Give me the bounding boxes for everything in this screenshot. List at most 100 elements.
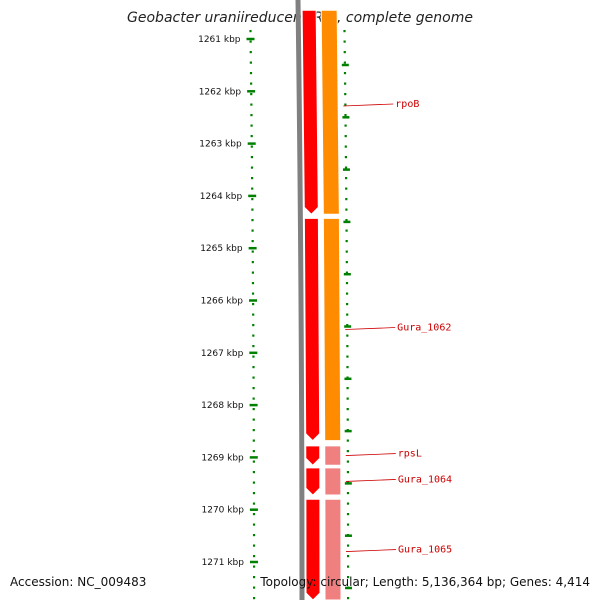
tick-dot	[252, 460, 255, 463]
gene-label: rpoB	[395, 99, 419, 110]
tick-dot	[252, 408, 255, 411]
tick-label: 1270 kbp	[202, 506, 245, 516]
tick-dot	[251, 282, 255, 285]
tick-dot	[346, 544, 350, 547]
tick-dot	[346, 397, 349, 400]
tick-dot	[346, 597, 350, 600]
backbone-arc	[295, 0, 305, 600]
gene-label: Gura_1064	[398, 474, 452, 485]
tick-dot	[345, 282, 349, 285]
tick-dot	[346, 408, 349, 411]
tick-dot	[252, 345, 255, 348]
tick-dot	[252, 418, 255, 421]
tick-dot	[251, 261, 254, 264]
tick-dot	[252, 471, 256, 474]
tick-dot	[344, 103, 347, 106]
tick-dot	[346, 492, 350, 495]
tick-dot	[345, 177, 348, 180]
tick-dot	[343, 61, 346, 64]
tick-dot	[250, 114, 253, 117]
tick-dot	[251, 240, 254, 243]
tick-dot	[249, 61, 252, 64]
tick-dot	[346, 460, 349, 463]
tick-dot	[251, 198, 254, 201]
tick-dot	[344, 145, 347, 148]
tick-dot	[252, 555, 256, 558]
tick-dot	[250, 156, 254, 159]
tick-dot	[250, 145, 253, 148]
cds-feature	[301, 9, 319, 215]
tick-dot	[343, 30, 346, 33]
tick-dot	[250, 135, 253, 138]
tick-dot	[252, 502, 256, 505]
tick-dot	[345, 261, 348, 264]
gene-leader-line	[343, 103, 394, 107]
tick-dot	[250, 82, 253, 85]
tick-dot	[346, 523, 350, 526]
tick-dot	[345, 208, 348, 211]
tick-dot	[344, 166, 348, 169]
tick-dot	[344, 114, 347, 117]
tick-marks: 1261 kbp 1262 kbp 1263 kbp 1264 kbp 1265 kbp…	[198, 35, 258, 568]
tick-dot	[249, 72, 253, 75]
tick-dot	[346, 355, 349, 358]
cog-feature	[324, 467, 342, 496]
tick-label: 1265 kbp	[200, 244, 243, 254]
tick-dot	[252, 597, 256, 600]
tick-label: 1264 kbp	[200, 192, 243, 202]
tick-dot	[249, 51, 252, 54]
cog-feature	[324, 445, 342, 466]
cds-feature	[303, 217, 321, 442]
backbone-line	[295, 0, 305, 600]
tick-dot	[251, 271, 255, 274]
feature-tracks	[301, 9, 342, 600]
tick-dot	[345, 219, 348, 222]
tick-label: 1268 kbp	[201, 401, 244, 411]
tick-dot	[252, 334, 255, 337]
cog-feature	[322, 217, 342, 442]
cds-feature	[305, 498, 321, 600]
tick-dot	[343, 51, 346, 54]
tick-dot	[344, 135, 347, 138]
tick-dot	[346, 303, 349, 306]
tick-label: 1267 kbp	[201, 349, 244, 359]
tick-dot	[251, 292, 255, 295]
tick-dot	[252, 450, 255, 453]
tick-dot	[345, 187, 348, 190]
gene-leader-line	[345, 479, 396, 482]
tick-dot	[252, 355, 255, 358]
tick-dot	[252, 303, 255, 306]
cog-feature	[324, 498, 342, 600]
tick-label: 1262 kbp	[199, 87, 242, 97]
tick-dot	[250, 93, 253, 96]
gene-labels: rpoB Gura_1062 rpsL Gura_1064 Gura_1065	[343, 99, 452, 556]
cds-feature	[305, 445, 321, 466]
cds-feature	[305, 467, 321, 496]
tick-dot	[346, 345, 349, 348]
tick-dot	[252, 429, 255, 432]
tick-label: 1266 kbp	[201, 297, 244, 307]
tick-dot	[344, 82, 347, 85]
tick-dot	[252, 366, 255, 369]
tick-dot	[251, 229, 254, 232]
tick-label: 1261 kbp	[198, 35, 241, 45]
tick-dot	[252, 481, 256, 484]
tick-dot	[250, 166, 254, 169]
tick-dot	[252, 523, 256, 526]
tick-dot	[346, 418, 349, 421]
tick-dot	[345, 250, 348, 253]
tick-dot	[345, 198, 348, 201]
tick-dot	[250, 103, 253, 106]
tick-dot	[252, 439, 255, 442]
tick-dot	[251, 250, 254, 253]
tick-dot	[343, 72, 347, 75]
tick-dot	[252, 313, 255, 316]
tick-dot	[252, 544, 256, 547]
tick-dot	[252, 534, 256, 537]
cog-feature	[320, 9, 340, 215]
tick-dots-left	[249, 30, 256, 600]
tick-dot	[346, 439, 349, 442]
tick-dot	[346, 502, 350, 505]
tick-dot	[345, 271, 349, 274]
